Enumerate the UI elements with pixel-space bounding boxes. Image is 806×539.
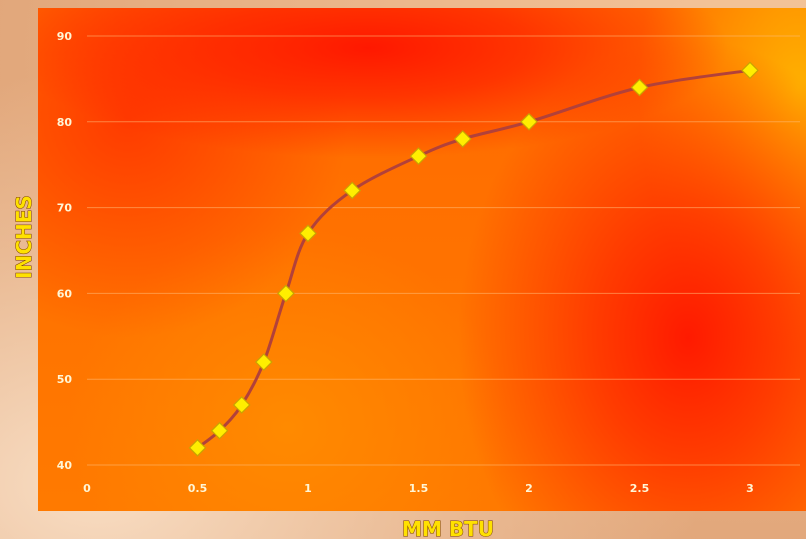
data-point-marker bbox=[453, 130, 472, 148]
data-point-marker bbox=[210, 421, 229, 440]
data-point-marker bbox=[630, 78, 649, 97]
series-line bbox=[196, 68, 751, 450]
data-point-marker bbox=[277, 284, 295, 303]
data-point-marker bbox=[232, 396, 251, 414]
data-point-marker bbox=[254, 353, 273, 371]
data-point-marker bbox=[343, 181, 362, 200]
data-point-marker bbox=[409, 147, 428, 165]
x-tick-label: 0.5 bbox=[188, 482, 208, 495]
y-tick-label: 80 bbox=[57, 116, 73, 129]
x-tick-label: 0 bbox=[83, 482, 91, 495]
data-point-marker bbox=[741, 61, 759, 80]
series-layer bbox=[188, 61, 759, 457]
y-tick-label: 50 bbox=[57, 373, 73, 386]
data-point-marker bbox=[520, 112, 538, 131]
chart-panel bbox=[38, 8, 806, 511]
tick-layer: 40 50 60 70 80 90 0 0.5 1 1.5 2 2.5 3 bbox=[57, 30, 754, 495]
data-point-marker bbox=[299, 224, 317, 243]
x-tick-label: 3 bbox=[746, 482, 754, 495]
y-tick-label: 60 bbox=[57, 287, 73, 300]
x-tick-label: 1.5 bbox=[409, 482, 429, 495]
x-tick-label: 1 bbox=[304, 482, 312, 495]
data-point-marker bbox=[188, 438, 207, 457]
x-tick-label: 2 bbox=[525, 482, 533, 495]
y-tick-label: 90 bbox=[57, 30, 73, 43]
y-tick-label: 40 bbox=[57, 459, 73, 472]
y-tick-label: 70 bbox=[57, 202, 73, 215]
grid-layer bbox=[87, 35, 800, 466]
x-tick-label: 2.5 bbox=[630, 482, 650, 495]
x-axis-title: MM BTU bbox=[402, 517, 494, 539]
y-axis-title: INCHES bbox=[12, 195, 36, 279]
